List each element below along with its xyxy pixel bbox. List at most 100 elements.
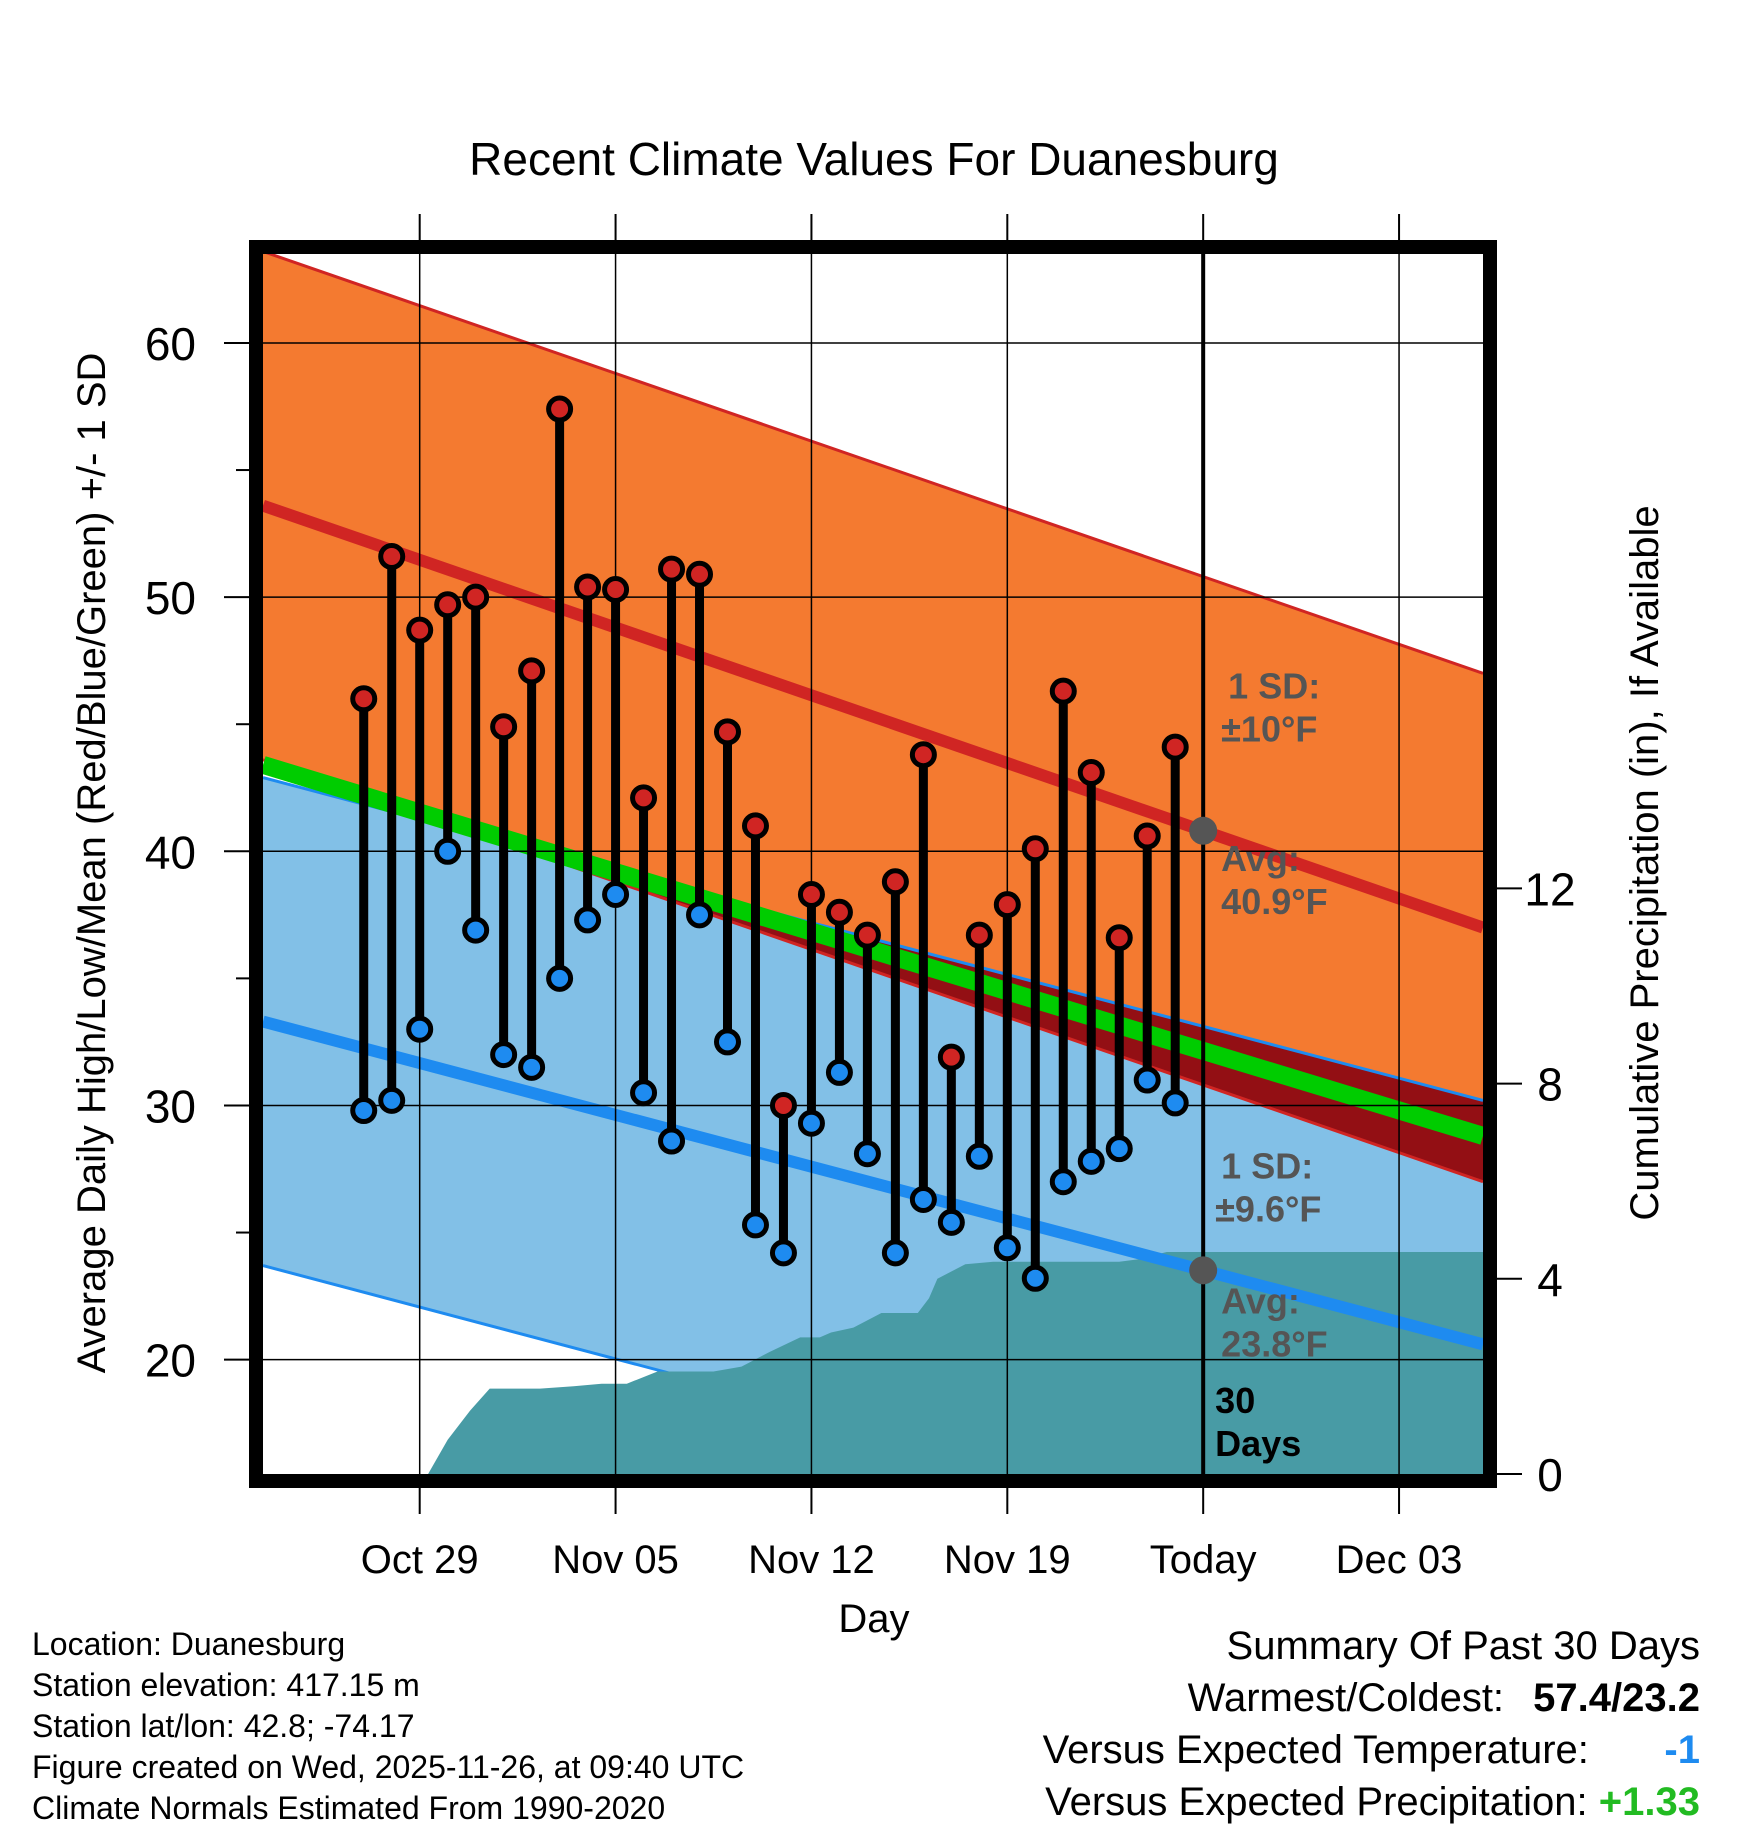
low-sd-value: ±9.6°F — [1215, 1188, 1321, 1229]
high-point — [1105, 924, 1133, 952]
temp-row: Versus Expected Temperature: -1 — [1043, 1724, 1700, 1776]
high-avg-label: Avg: — [1221, 838, 1300, 879]
high-point — [881, 868, 909, 896]
low-point — [825, 1058, 853, 1086]
y-tick-label: 30 — [145, 1080, 196, 1132]
high-point — [1133, 822, 1161, 850]
high-normal-line — [263, 499, 1483, 934]
high-point — [853, 921, 881, 949]
low-point — [909, 1186, 937, 1213]
precip-row: Versus Expected Precipitation: +1.33 — [1043, 1776, 1700, 1828]
low-point — [686, 901, 714, 929]
x-tick-label: Nov 19 — [944, 1538, 1071, 1582]
latlon-text: Station lat/lon: 42.8; -74.17 — [32, 1708, 415, 1744]
high-upper-edge — [265, 254, 1483, 675]
low-point — [546, 964, 574, 992]
low-point — [853, 1140, 881, 1168]
low-avg-value: 23.8°F — [1221, 1323, 1327, 1364]
low-sd-label: 1 SD: — [1221, 1145, 1313, 1186]
high-point — [462, 583, 490, 611]
high-point — [658, 555, 686, 583]
high-point — [937, 1043, 965, 1071]
high-point — [769, 1091, 797, 1119]
low-point — [1021, 1264, 1049, 1292]
normals-text: Climate Normals Estimated From 1990-2020 — [32, 1790, 666, 1826]
y2-tick-label: 8 — [1537, 1059, 1563, 1111]
high-point — [546, 395, 574, 423]
x-tick-label: Today — [1150, 1538, 1257, 1582]
temp-value: -1 — [1664, 1728, 1700, 1772]
low-point — [434, 837, 462, 865]
low-point — [1049, 1168, 1077, 1196]
warm-cold-label: Warmest/Coldest: — [1187, 1676, 1505, 1720]
high-point — [518, 657, 546, 685]
x-tick-label: Nov 12 — [748, 1538, 875, 1582]
low-point — [406, 1015, 434, 1043]
high-point — [490, 713, 518, 741]
warm-cold-value: 57.4/23.2 — [1533, 1676, 1700, 1720]
low-point — [713, 1028, 741, 1056]
high-point — [350, 685, 378, 713]
mean-normal-line — [263, 756, 1483, 1145]
y-tick-label: 40 — [145, 826, 196, 878]
x-tick-label: Oct 29 — [361, 1538, 479, 1582]
low-point — [574, 906, 602, 934]
low-point — [1161, 1089, 1189, 1117]
station-info: Location: Duanesburg Station elevation: … — [32, 1624, 744, 1829]
high-point — [602, 576, 630, 603]
temp-label: Versus Expected Temperature: — [1042, 1728, 1589, 1772]
chart-title: Recent Climate Values For Duanesburg — [469, 133, 1279, 185]
low-point — [378, 1086, 406, 1114]
low-point — [797, 1109, 825, 1137]
low-point — [1105, 1135, 1133, 1163]
low-point — [490, 1041, 518, 1069]
high-sd-label: 1 SD: — [1228, 666, 1320, 707]
high-point — [574, 573, 602, 601]
today-low-avg-dot — [1189, 1256, 1218, 1285]
high-point — [1049, 677, 1077, 705]
today-high-avg-dot — [1189, 816, 1218, 845]
high-point — [686, 560, 714, 588]
precip-label: Versus Expected Precipitation: — [1045, 1780, 1588, 1824]
plot-frame — [249, 240, 1497, 1488]
high-point — [434, 591, 462, 619]
y-tick-label: 60 — [145, 318, 196, 370]
y-tick-label: 50 — [145, 572, 196, 624]
summary-panel: Summary Of Past 30 Days Warmest/Coldest:… — [1043, 1620, 1700, 1828]
x-tick-label: Dec 03 — [1336, 1538, 1463, 1582]
low-point — [881, 1239, 909, 1267]
high-point — [965, 921, 993, 949]
low-avg-label: Avg: — [1221, 1280, 1300, 1321]
low-point — [1077, 1147, 1105, 1175]
high-point — [378, 542, 406, 570]
y2-tick-label: 4 — [1537, 1254, 1563, 1306]
high-point — [1077, 759, 1105, 786]
y2-tick-label: 12 — [1524, 863, 1575, 915]
low-point — [1133, 1066, 1161, 1094]
y-axis-label: Average Daily High/Low/Mean (Red/Blue/Gr… — [70, 353, 114, 1374]
high-point — [909, 741, 937, 769]
warm-cold-row: Warmest/Coldest: 57.4/23.2 — [1043, 1672, 1700, 1724]
low-point — [462, 916, 490, 944]
high-point — [797, 881, 825, 908]
summary-title: Summary Of Past 30 Days — [1226, 1624, 1700, 1668]
low-point — [965, 1142, 993, 1170]
high-point — [825, 898, 853, 926]
low-point — [658, 1127, 686, 1155]
y2-axis-label: Cumulative Precipitation (in), If Availa… — [1623, 505, 1667, 1220]
low-point — [630, 1079, 658, 1107]
high-sd-value: ±10°F — [1221, 709, 1317, 750]
high-point — [1161, 733, 1189, 761]
low-point — [769, 1239, 797, 1267]
low-point — [741, 1211, 769, 1239]
high-point — [713, 718, 741, 746]
y2-tick-label: 0 — [1537, 1449, 1563, 1501]
y-tick-label: 20 — [145, 1335, 196, 1387]
low-normal-line — [263, 1015, 1483, 1351]
high-point — [630, 784, 658, 812]
period-value: 30 — [1215, 1380, 1255, 1421]
created-text: Figure created on Wed, 2025-11-26, at 09… — [32, 1749, 745, 1785]
low-point — [350, 1097, 378, 1125]
period-unit: Days — [1215, 1423, 1301, 1464]
low-point — [518, 1053, 546, 1081]
